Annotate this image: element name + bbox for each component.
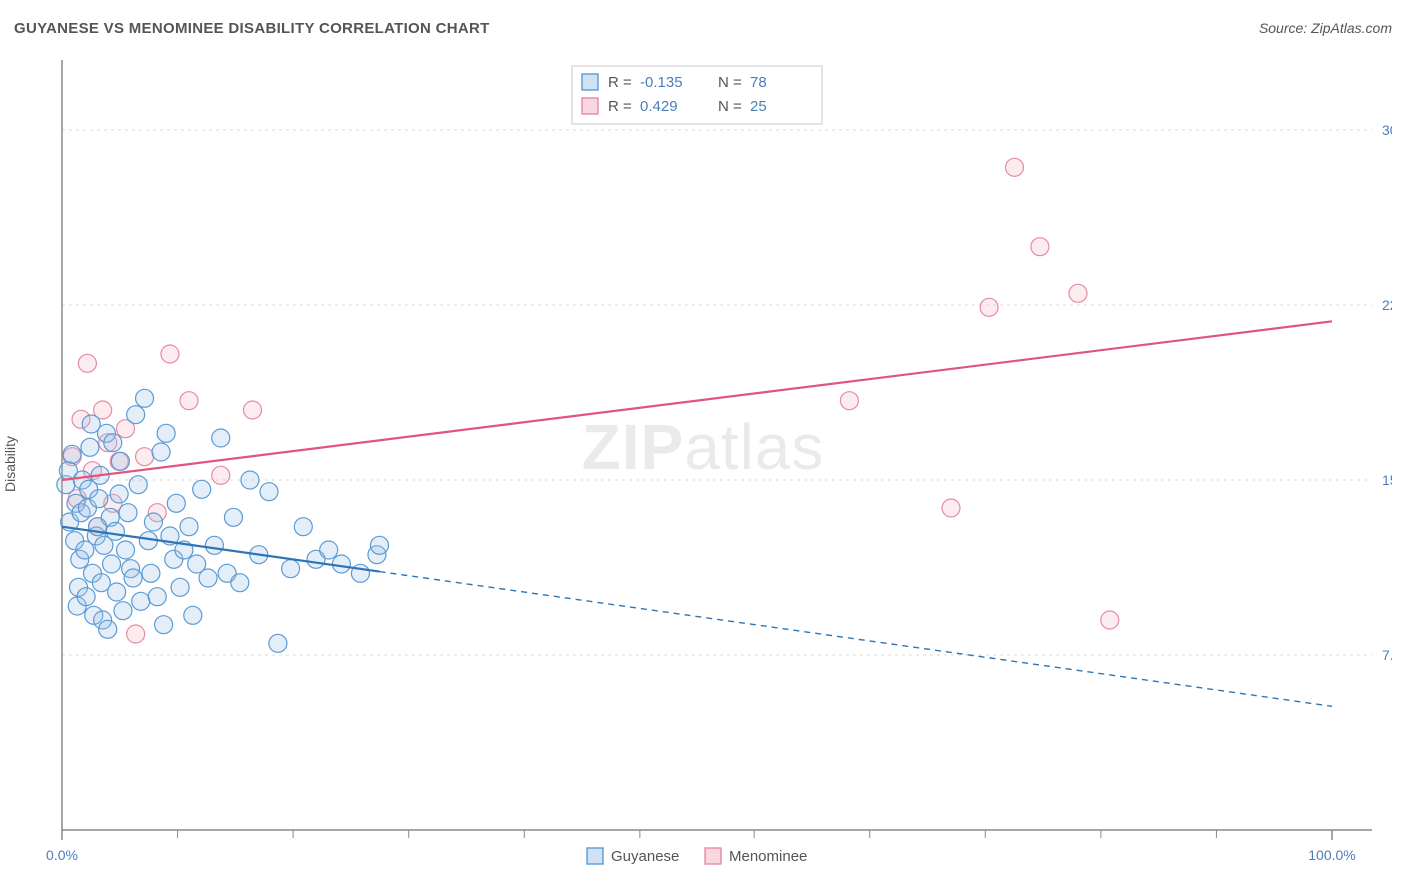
scatter-point <box>144 513 162 531</box>
scatter-point <box>90 490 108 508</box>
scatter-point <box>127 406 145 424</box>
scatter-point <box>136 389 154 407</box>
chart-title: GUYANESE VS MENOMINEE DISABILITY CORRELA… <box>14 20 490 37</box>
scatter-point <box>1069 284 1087 302</box>
scatter-point <box>106 522 124 540</box>
x-tick-label: 0.0% <box>46 847 78 863</box>
scatter-point <box>129 476 147 494</box>
scatter-point <box>108 583 126 601</box>
stats-r-label: R = <box>608 74 632 91</box>
legend-swatch <box>582 74 598 90</box>
scatter-point <box>114 602 132 620</box>
scatter-point <box>212 466 230 484</box>
scatter-point <box>104 434 122 452</box>
stats-n-label: N = <box>718 98 742 115</box>
scatter-point <box>127 625 145 643</box>
y-axis-label: Disability <box>2 436 18 492</box>
scatter-point <box>294 518 312 536</box>
scatter-point <box>167 494 185 512</box>
scatter-point <box>231 574 249 592</box>
scatter-point <box>161 345 179 363</box>
scatter-point <box>180 392 198 410</box>
source-attribution: Source: ZipAtlas.com <box>1259 20 1392 36</box>
scatter-point <box>269 634 287 652</box>
trend-line-extrapolated <box>380 572 1333 707</box>
scatter-point <box>136 448 154 466</box>
scatter-point <box>244 401 262 419</box>
scatter-point <box>77 588 95 606</box>
scatter-point <box>205 536 223 554</box>
scatter-point <box>157 424 175 442</box>
scatter-point <box>260 483 278 501</box>
scatter-point <box>282 560 300 578</box>
stats-n-label: N = <box>718 74 742 91</box>
scatter-point <box>840 392 858 410</box>
scatter-point <box>142 564 160 582</box>
scatter-point <box>212 429 230 447</box>
legend-swatch <box>582 98 598 114</box>
scatter-point <box>110 485 128 503</box>
scatter-point <box>1031 238 1049 256</box>
legend-label: Menominee <box>729 848 807 865</box>
stats-r-value: -0.135 <box>640 74 683 91</box>
scatter-point <box>942 499 960 517</box>
scatter-point <box>184 606 202 624</box>
scatter-point <box>1006 158 1024 176</box>
scatter-point <box>320 541 338 559</box>
scatter-point <box>99 620 117 638</box>
chart-area: Disability 7.5%15.0%22.5%30.0%0.0%100.0%… <box>14 50 1392 878</box>
scatter-point <box>241 471 259 489</box>
scatter-point <box>180 518 198 536</box>
y-tick-label: 30.0% <box>1382 122 1392 138</box>
scatter-point <box>132 592 150 610</box>
scatter-point <box>152 443 170 461</box>
stats-n-value: 78 <box>750 74 767 91</box>
scatter-point <box>199 569 217 587</box>
stats-r-value: 0.429 <box>640 98 678 115</box>
scatter-point <box>148 588 166 606</box>
legend-label: Guyanese <box>611 848 679 865</box>
stats-r-label: R = <box>608 98 632 115</box>
scatter-point <box>111 452 129 470</box>
scatter-point <box>371 536 389 554</box>
scatter-point <box>1101 611 1119 629</box>
scatter-svg: 7.5% 15.0% 22.5% 30.0% 0.0% 100.0% R = -0.135 N … <box>42 50 1392 878</box>
y-tick-label: 15.0% <box>1382 472 1392 488</box>
scatter-point <box>980 298 998 316</box>
scatter-point <box>193 480 211 498</box>
scatter-point <box>63 445 81 463</box>
scatter-point <box>119 504 137 522</box>
scatter-point <box>332 555 350 573</box>
legend-swatch <box>705 848 721 864</box>
legend-swatch <box>587 848 603 864</box>
y-tick-label: 22.5% <box>1382 297 1392 313</box>
y-tick-label: 7.5% <box>1382 647 1392 663</box>
scatter-point <box>124 569 142 587</box>
scatter-point <box>81 438 99 456</box>
scatter-point <box>224 508 242 526</box>
scatter-point <box>171 578 189 596</box>
scatter-point <box>103 555 121 573</box>
scatter-point <box>117 541 135 559</box>
x-tick-label: 100.0% <box>1308 847 1355 863</box>
scatter-point <box>78 354 96 372</box>
stats-n-value: 25 <box>750 98 767 115</box>
scatter-point <box>155 616 173 634</box>
